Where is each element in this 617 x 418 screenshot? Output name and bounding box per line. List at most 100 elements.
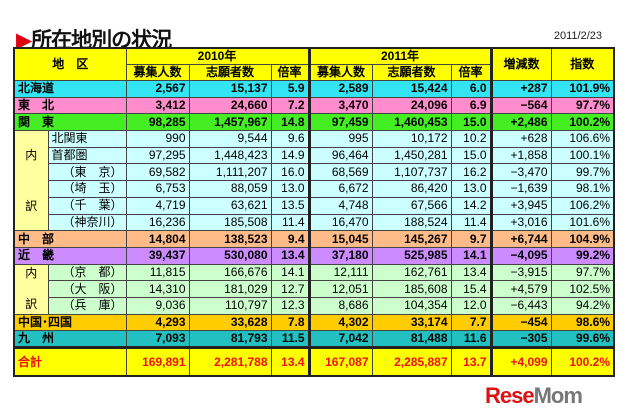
- cell-a11: 162,761: [371, 263, 452, 282]
- inner-label-bottom: 訳: [25, 297, 38, 312]
- table-row: （神奈川） 16,236 185,508 11.4 16,470 188,524 11.4 +…: [14, 213, 615, 232]
- cell-a11: 86,420: [371, 180, 452, 198]
- inner-label-cell: 内訳: [13, 263, 49, 315]
- cell-r11: 12,111: [308, 263, 373, 282]
- cell-chg: +3,945: [490, 196, 552, 215]
- cell-r10: 4,293: [125, 313, 190, 332]
- cell-r11: 7,042: [308, 330, 373, 349]
- cell-r10: 14,804: [125, 230, 190, 248]
- cell-chg: +6,744: [490, 230, 552, 248]
- cell-idx: 97.7%: [550, 263, 615, 282]
- cell-r10: 16,236: [125, 213, 190, 232]
- cell-x10: 13.4: [270, 346, 311, 377]
- cell-chg: −1,639: [490, 180, 552, 198]
- inner-label-bottom: 訳: [25, 198, 38, 213]
- cell-r11: 8,686: [308, 296, 373, 315]
- cell-x10: 16.0: [270, 163, 311, 182]
- cell-r10: 6,753: [125, 180, 190, 198]
- cell-r11: 4,748: [308, 196, 373, 215]
- cell-r10: 2,567: [125, 80, 190, 98]
- cell-x10: 5.9: [270, 80, 311, 98]
- table-row: （兵 庫） 9,036 110,797 12.3 8,686 104,354 12.0 −6,…: [14, 296, 615, 315]
- region-name: 北海道: [13, 80, 127, 98]
- cell-x11: 11.4: [450, 213, 493, 232]
- cell-r10: 69,582: [125, 163, 190, 182]
- cell-a11: 525,985: [371, 246, 452, 265]
- header-ratio-2011: 倍率: [450, 64, 493, 81]
- table-row: 内訳北関東 990 9,544 9.6 995 10,172 10.2 +628 106.6%: [13, 130, 615, 232]
- cell-idx: 101.6%: [550, 213, 615, 232]
- cell-a11: 2,285,887: [371, 346, 452, 377]
- region-name: 中国･四国: [13, 313, 127, 332]
- table-row: 中 部 14,804 138,523 9.4 15,045 145,267 9.7 +6,74…: [13, 230, 615, 248]
- table-row: 首都圏 97,295 1,448,423 14.9 96,464 1,450,281 15.…: [14, 146, 615, 165]
- region-name: （京 都）: [47, 263, 127, 282]
- cell-a11: 1,107,737: [371, 163, 452, 182]
- region-table: 地 区 2010年 2011年 増減数 指数 募集人数 志願者数 倍率 募集人数…: [13, 47, 616, 377]
- cell-chg: +3,016: [490, 213, 552, 232]
- cell-x10: 14.1: [270, 263, 311, 282]
- cell-x11: 15.0: [450, 113, 493, 132]
- region-name: 東 北: [13, 96, 127, 115]
- cell-idx: 98.6%: [550, 313, 615, 332]
- region-name: （神奈川）: [47, 213, 127, 232]
- cell-r10: 14,310: [125, 280, 190, 298]
- cell-chg: +628: [490, 130, 552, 148]
- cell-a10: 1,448,423: [188, 146, 272, 165]
- cell-chg: −305: [490, 330, 552, 349]
- table-row: 内訳（京 都） 11,815 166,676 14.1 12,111 162,761 13.…: [13, 263, 615, 315]
- cell-a10: 24,660: [188, 96, 272, 115]
- region-name: 関 東: [13, 113, 127, 132]
- cell-r11: 995: [308, 130, 373, 148]
- cell-x11: 13.0: [450, 180, 493, 198]
- table-row: 近 畿 39,437 530,080 13.4 37,180 525,985 14.1 −4,…: [13, 246, 615, 265]
- table-row: 中国･四国 4,293 33,628 7.8 4,302 33,174 7.7 −454 98.…: [13, 313, 615, 332]
- cell-x10: 11.4: [270, 213, 311, 232]
- cell-chg: −4,095: [490, 246, 552, 265]
- cell-a11: 67,566: [371, 196, 452, 215]
- cell-x11: 14.2: [450, 196, 493, 215]
- cell-x11: 15.0: [450, 146, 493, 165]
- cell-r11: 16,470: [308, 213, 373, 232]
- cell-a11: 33,174: [371, 313, 452, 332]
- table-row: 合計 169,891 2,281,788 13.4 167,087 2,285,887 13…: [13, 346, 615, 377]
- cell-chg: +4,579: [490, 280, 552, 298]
- table-row: 東 北 3,412 24,660 7.2 3,470 24,096 6.9 −564 97.7%: [13, 96, 615, 115]
- cell-r10: 990: [125, 130, 190, 148]
- cell-x10: 12.7: [270, 280, 311, 298]
- cell-x10: 12.3: [270, 296, 311, 315]
- header-applicants-2010: 志願者数: [188, 64, 272, 81]
- cell-a10: 9,544: [188, 130, 272, 148]
- region-name: （千 葉）: [47, 196, 127, 215]
- cell-x11: 12.0: [450, 296, 493, 315]
- cell-r11: 15,045: [308, 230, 373, 248]
- header-recruit-2011: 募集人数: [308, 64, 373, 81]
- region-name: 北関東: [47, 130, 127, 148]
- cell-x11: 9.7: [450, 230, 493, 248]
- inner-label-top: 内: [25, 147, 38, 162]
- header-2011: 2011年: [308, 47, 493, 65]
- cell-x10: 9.6: [270, 130, 311, 148]
- table-row: 関 東 98,285 1,457,967 14.8 97,459 1,460,453 15.…: [13, 113, 615, 132]
- cell-a10: 138,523: [188, 230, 272, 248]
- region-name: 近 畿: [13, 246, 127, 265]
- cell-a11: 104,354: [371, 296, 452, 315]
- triangle-marker-icon: ▶: [16, 28, 32, 52]
- region-name: 九 州: [13, 330, 127, 349]
- table-row: 北海道 2,567 15,137 5.9 2,589 15,424 6.0 +287 101.9…: [13, 80, 615, 98]
- cell-x11: 13.4: [450, 263, 493, 282]
- cell-r11: 2,589: [308, 80, 373, 98]
- cell-a11: 145,267: [371, 230, 452, 248]
- table-row: （東 京） 69,582 1,111,207 16.0 68,569 1,107,737 1…: [14, 163, 615, 182]
- cell-x10: 13.5: [270, 196, 311, 215]
- inner-label-cell: 内訳: [13, 130, 49, 232]
- header-ratio-2010: 倍率: [270, 64, 311, 81]
- region-name: 中 部: [13, 230, 127, 248]
- cell-idx: 99.6%: [550, 330, 615, 349]
- cell-r10: 97,295: [125, 146, 190, 165]
- cell-r11: 97,459: [308, 113, 373, 132]
- cell-x11: 7.7: [450, 313, 493, 332]
- cell-idx: 106.2%: [550, 196, 615, 215]
- cell-chg: −6,443: [490, 296, 552, 315]
- cell-r10: 4,719: [125, 196, 190, 215]
